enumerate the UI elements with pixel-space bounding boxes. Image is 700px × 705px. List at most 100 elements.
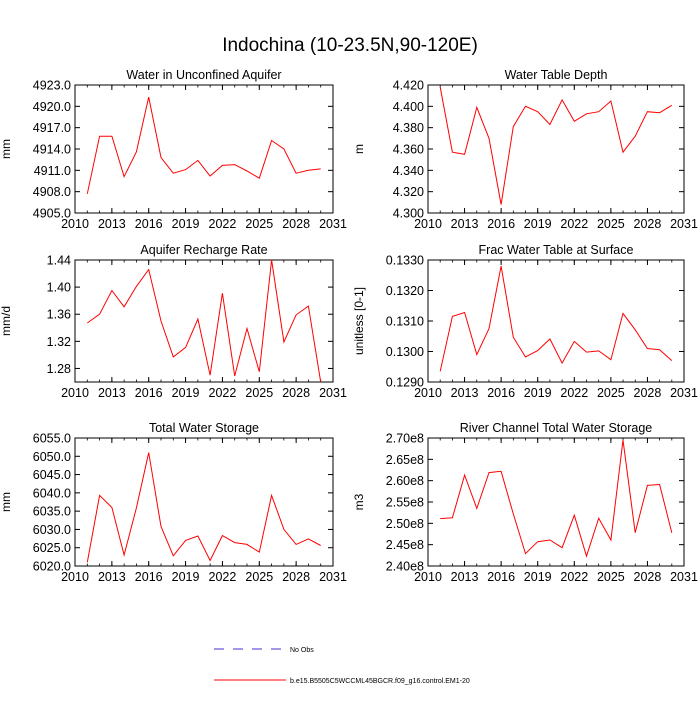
x-tick-label: 2019: [172, 217, 200, 231]
x-tick-label: 2010: [61, 570, 89, 584]
series-line: [440, 440, 673, 558]
y-tick-label: 1.36: [47, 308, 71, 322]
x-tick-label: 2010: [61, 386, 89, 400]
series-line: [86, 452, 321, 563]
y-tick-label: 4.340: [393, 164, 424, 178]
panel-title: Water in Unconfined Aquifer: [126, 68, 281, 82]
x-tick-label: 2010: [414, 217, 442, 231]
chart-panel-3: Aquifer Recharge Rate mm/d 2010 2013 2016 201…: [0, 243, 347, 400]
y-tick-label: 6045.0: [33, 468, 71, 482]
y-tick-label: 4.320: [393, 185, 424, 199]
x-tick-label: 2022: [209, 570, 237, 584]
series-line: [439, 266, 673, 372]
legend-model-label: b.e15.B5505C5WCCML45BGCR.f09_g16.control…: [290, 678, 470, 685]
x-tick-label: 2022: [209, 386, 237, 400]
x-tick-label: 2022: [560, 386, 588, 400]
x-tick-label: 2013: [451, 570, 479, 584]
chart-panel-5: Total Water Storage mm 2010 2013 2016 2019 202…: [0, 421, 347, 584]
x-tick-label: 2013: [451, 217, 479, 231]
y-tick-label: 2.40e8: [386, 560, 424, 574]
y-axis-label: mm: [0, 139, 13, 159]
x-tick-label: 2016: [135, 386, 163, 400]
y-tick-label: 6035.0: [33, 505, 71, 519]
panel-title: Frac Water Table at Surface: [479, 243, 634, 257]
y-tick-label: 0.1330: [386, 254, 424, 268]
series-line: [439, 87, 673, 205]
x-tick-label: 2028: [634, 386, 662, 400]
page-title: Indochina (10-23.5N,90-120E): [222, 35, 478, 56]
x-tick-label: 2010: [414, 570, 442, 584]
x-tick-label: 2019: [524, 570, 552, 584]
x-tick-label: 2031: [670, 386, 698, 400]
chart-panel-2: Water Table Depth m 2010 2013 2016 2019 2022 20…: [352, 68, 698, 231]
y-tick-label: 4914.0: [33, 143, 71, 157]
y-tick-label: 0.1300: [386, 345, 424, 359]
x-tick-label: 2013: [98, 217, 126, 231]
y-tick-label: 2.65e8: [386, 453, 424, 467]
x-tick-label: 2031: [670, 217, 698, 231]
plot-frame: [427, 259, 685, 383]
y-tick-label: 0.1290: [386, 376, 424, 390]
x-tick-label: 2028: [634, 570, 662, 584]
y-axis-label: unitless [0-1]: [352, 287, 366, 355]
x-tick-label: 2016: [135, 217, 163, 231]
y-tick-label: 2.60e8: [386, 474, 424, 488]
chart-panels: Water in Unconfined Aquifer mm 2010 2013 201…: [0, 68, 698, 584]
plot-frame: [74, 259, 334, 383]
x-tick-label: 2022: [209, 217, 237, 231]
panel-title: Total Water Storage: [149, 421, 259, 435]
y-tick-label: 4.400: [393, 100, 424, 114]
y-tick-label: 1.40: [47, 281, 71, 295]
y-tick-label: 6055.0: [33, 432, 71, 446]
x-tick-label: 2010: [61, 217, 89, 231]
y-tick-label: 2.70e8: [386, 432, 424, 446]
x-tick-label: 2031: [319, 570, 347, 584]
x-tick-label: 2022: [560, 570, 588, 584]
x-tick-label: 2031: [670, 570, 698, 584]
series-line: [86, 96, 321, 194]
y-tick-label: 6025.0: [33, 541, 71, 555]
y-tick-label: 2.45e8: [386, 538, 424, 552]
y-tick-label: 1.32: [47, 335, 71, 349]
y-tick-label: 6030.0: [33, 523, 71, 537]
x-tick-label: 2028: [634, 217, 662, 231]
y-axis-label: m3: [352, 493, 366, 510]
y-tick-label: 0.1310: [386, 315, 424, 329]
y-tick-label: 4908.0: [33, 185, 71, 199]
chart-panel-4: Frac Water Table at Surface unitless [0-1…: [352, 243, 698, 400]
x-tick-label: 2031: [319, 386, 347, 400]
y-tick-label: 4917.0: [33, 121, 71, 135]
series-line: [87, 259, 322, 383]
x-tick-label: 2016: [487, 570, 515, 584]
x-tick-label: 2025: [245, 386, 273, 400]
x-tick-label: 2025: [245, 570, 273, 584]
x-tick-label: 2019: [172, 570, 200, 584]
y-tick-label: 6040.0: [33, 486, 71, 500]
chart-panel-1: Water in Unconfined Aquifer mm 2010 2013 201…: [0, 68, 347, 231]
x-tick-label: 2013: [98, 570, 126, 584]
panel-title: River Channel Total Water Storage: [460, 421, 653, 435]
x-tick-label: 2028: [282, 217, 310, 231]
y-tick-label: 0.1320: [386, 284, 424, 298]
legend-no-obs-label: No Obs: [290, 647, 314, 654]
y-tick-label: 2.55e8: [386, 496, 424, 510]
x-tick-label: 2019: [524, 386, 552, 400]
plot-frame: [74, 437, 334, 567]
plot-frame: [74, 84, 334, 214]
y-tick-label: 4923.0: [33, 79, 71, 93]
panel-title: Water Table Depth: [505, 68, 608, 82]
y-tick-label: 4.380: [393, 121, 424, 135]
plot-frame: [427, 437, 685, 567]
x-tick-label: 2019: [172, 386, 200, 400]
x-tick-label: 2022: [560, 217, 588, 231]
x-tick-label: 2025: [597, 217, 625, 231]
panel-title: Aquifer Recharge Rate: [140, 243, 267, 257]
y-tick-label: 6050.0: [33, 450, 71, 464]
y-tick-label: 4920.0: [33, 100, 71, 114]
x-tick-label: 2019: [524, 217, 552, 231]
y-tick-label: 1.44: [47, 254, 71, 268]
x-tick-label: 2028: [282, 386, 310, 400]
y-tick-label: 4905.0: [33, 207, 71, 221]
